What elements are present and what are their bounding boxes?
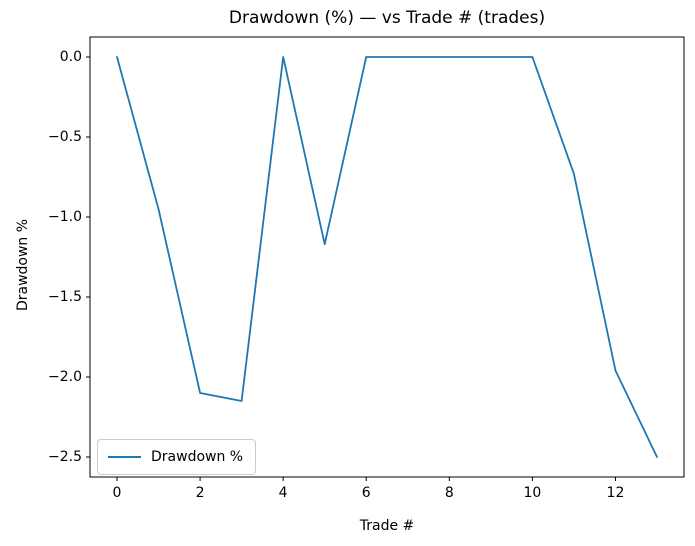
x-tick-label: 6 — [361, 485, 371, 501]
x-tick-label: 12 — [606, 485, 625, 501]
x-tick-label: 0 — [112, 485, 122, 501]
x-tick-label: 8 — [444, 485, 454, 501]
legend-label: Drawdown % — [151, 449, 244, 465]
legend: Drawdown % — [97, 439, 257, 475]
y-tick-label: −2.0 — [48, 369, 82, 385]
y-axis-label: Drawdown % — [15, 218, 31, 312]
y-tick-label: 0.0 — [59, 49, 82, 65]
y-tick-label: −2.5 — [48, 449, 82, 465]
drawdown-line — [116, 56, 658, 458]
y-tick-label: −0.5 — [48, 129, 82, 145]
chart-title: Drawdown (%) — vs Trade # (trades) — [228, 8, 546, 28]
x-tick-label: 10 — [523, 485, 542, 501]
y-tick-label: −1.5 — [48, 289, 82, 305]
y-tick-label: −1.0 — [48, 209, 82, 225]
x-tick-label: 4 — [278, 485, 288, 501]
legend-line-sample-icon — [108, 456, 141, 458]
x-axis-label: Trade # — [359, 518, 415, 534]
plot-spines — [89, 36, 685, 478]
x-tick-label: 2 — [195, 485, 205, 501]
